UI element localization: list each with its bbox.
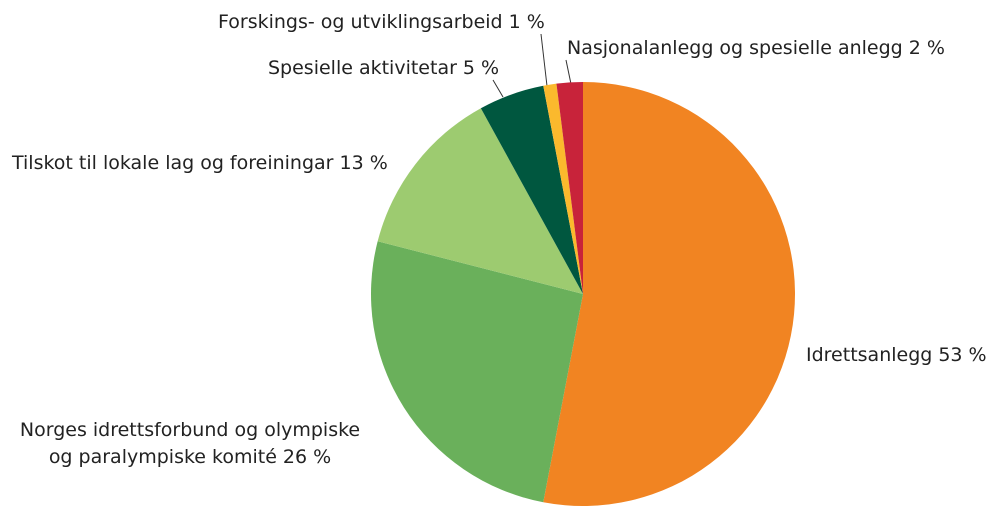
slice-label-category: Spesielle aktivitetar xyxy=(268,57,457,79)
slice-label-category: Tilskot til lokale lag og foreiningar xyxy=(11,152,334,174)
slice-label-category: Nasjonalanlegg og spesielle anlegg xyxy=(567,37,903,59)
slice-label-category: Forskings- og utviklingsarbeid xyxy=(218,11,503,33)
slice-label-value: 53 % xyxy=(938,344,986,366)
slice-label-category: Idrettsanlegg xyxy=(806,344,932,366)
pie-slice xyxy=(377,108,583,294)
slice-label-category: og paralympiske komité xyxy=(49,446,277,468)
slice-label-value: 26 % xyxy=(283,446,331,468)
pie-slice xyxy=(556,82,583,294)
leader-line xyxy=(540,33,548,87)
slice-label: Spesielle aktivitetar 5 % xyxy=(268,57,499,79)
slice-label-value: 13 % xyxy=(340,152,388,174)
pie-slice xyxy=(371,241,583,503)
slice-label: Tilskot til lokale lag og foreiningar 13 … xyxy=(11,152,388,174)
slice-label-category: Norges idrettsforbund og olympiske xyxy=(20,419,360,441)
slice-label: Nasjonalanlegg og spesielle anlegg 2 % xyxy=(567,37,945,59)
slice-label: Forskings- og utviklingsarbeid 1 % xyxy=(218,11,545,33)
slice-label: Norges idrettsforbund og olympiske og par… xyxy=(20,419,360,468)
slice-label-value: 1 % xyxy=(509,11,545,33)
pie-slice xyxy=(543,82,795,506)
leader-line xyxy=(565,59,572,85)
slice-label-value: 5 % xyxy=(463,57,499,79)
slice-label-value: 2 % xyxy=(909,37,945,59)
slice-label: Idrettsanlegg 53 % xyxy=(806,344,987,366)
pie-slice xyxy=(543,83,583,294)
leader-line xyxy=(492,79,504,98)
pie-slice xyxy=(480,85,583,295)
